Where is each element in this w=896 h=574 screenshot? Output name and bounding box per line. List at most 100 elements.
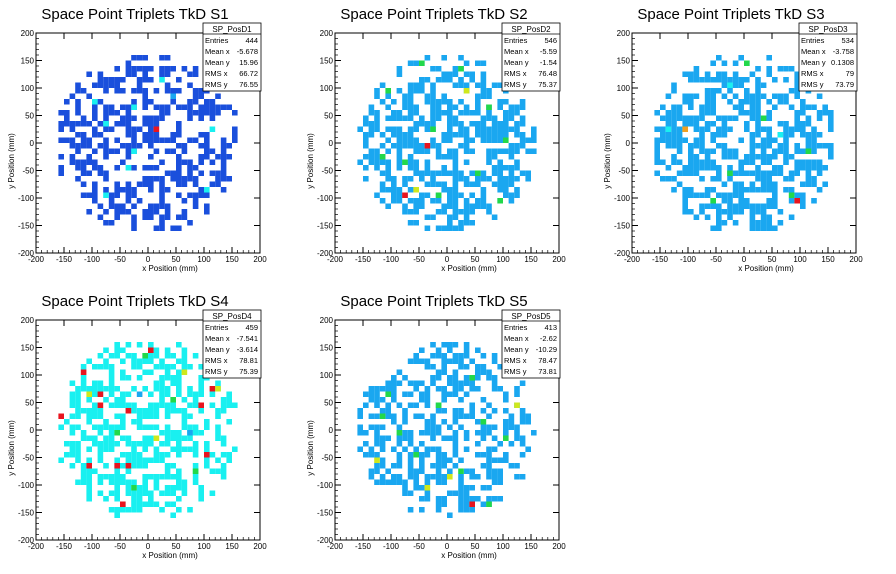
histogram-bin [772, 225, 778, 231]
histogram-bin [430, 446, 436, 452]
histogram-bin [716, 203, 722, 209]
histogram-bin [447, 214, 453, 220]
histogram-bin [86, 159, 92, 165]
histogram-bin [447, 375, 453, 381]
histogram-bin [181, 181, 188, 187]
histogram-bin [385, 468, 391, 474]
histogram-bin [103, 397, 109, 403]
histogram-bin [811, 176, 817, 182]
histogram-bin [463, 143, 470, 149]
histogram-bin [396, 198, 403, 204]
histogram-bin [391, 126, 397, 132]
histogram-bin [491, 126, 498, 132]
histogram-bin [114, 496, 120, 502]
histogram-bin [435, 110, 442, 116]
histogram-bin [716, 209, 722, 215]
histogram-bin [187, 220, 193, 226]
histogram-bin [682, 170, 688, 176]
histogram-bin [419, 441, 425, 447]
histogram-bin [187, 176, 193, 182]
histogram-bin [458, 496, 464, 502]
histogram-bin [816, 132, 823, 138]
histogram-bin [86, 490, 92, 496]
histogram-bin [766, 181, 772, 187]
stats-value: -1.54 [540, 58, 557, 67]
histogram-bin [80, 159, 87, 165]
histogram-bin [727, 209, 733, 215]
histogram-bin [688, 115, 694, 121]
histogram-bin [430, 104, 436, 110]
histogram-bin [452, 386, 459, 392]
histogram-bin [136, 496, 143, 502]
histogram-bin [811, 198, 817, 204]
histogram-bin [97, 353, 104, 359]
histogram-bin [170, 176, 176, 182]
histogram-bin [469, 71, 475, 77]
histogram-bin [159, 203, 165, 209]
histogram-bin [693, 93, 700, 99]
histogram-bin [430, 176, 436, 182]
histogram-bin [402, 209, 408, 215]
histogram-bin [170, 430, 176, 436]
histogram-bin [170, 402, 176, 408]
histogram-bin [204, 424, 210, 430]
histogram-bin [699, 148, 705, 154]
histogram-bin [491, 132, 498, 138]
histogram-bin [458, 77, 464, 83]
histogram-bin [676, 143, 683, 149]
y-tick-label: -150 [18, 509, 35, 518]
histogram-bin [491, 380, 498, 386]
histogram-bin [755, 121, 761, 127]
histogram-bin [220, 143, 227, 149]
histogram-bin [136, 452, 143, 458]
histogram-bin [755, 110, 761, 116]
histogram-bin [407, 507, 414, 513]
histogram-bin [407, 115, 414, 121]
histogram-bin [458, 501, 464, 507]
histogram-bin [92, 181, 98, 187]
histogram-bin [396, 441, 403, 447]
histogram-bin [148, 441, 154, 447]
histogram-bin [716, 220, 722, 226]
histogram-bin [419, 347, 425, 353]
histogram-bin [385, 126, 391, 132]
histogram-bin [64, 441, 70, 447]
histogram-bin [220, 104, 227, 110]
histogram-bin [788, 214, 795, 220]
histogram-bin [374, 165, 380, 171]
histogram-bin [86, 93, 92, 99]
histogram-bin [170, 137, 176, 143]
histogram-bin [710, 132, 716, 138]
histogram-bin [379, 463, 386, 469]
histogram-bin [153, 380, 160, 386]
histogram-bin [153, 413, 160, 419]
histogram-bin [192, 71, 199, 77]
histogram-bin [704, 77, 711, 83]
histogram-bin [486, 209, 492, 215]
histogram-bin [744, 77, 750, 83]
histogram-bin [136, 88, 143, 94]
histogram-bin [749, 225, 756, 231]
histogram-bin [755, 187, 761, 193]
histogram-bin [170, 490, 176, 496]
histogram-bin [469, 137, 475, 143]
histogram-bin [811, 165, 817, 171]
histogram-bin [92, 82, 98, 88]
histogram-bin [159, 198, 165, 204]
histogram-bin [716, 225, 722, 231]
histogram-panel: Space Point Triplets TkD S2-200 -150 -100-… [306, 6, 566, 273]
histogram-bin [75, 110, 81, 116]
histogram-bin [491, 353, 498, 359]
histogram-bin [192, 181, 199, 187]
histogram-bin [75, 176, 81, 182]
histogram-bin [125, 110, 132, 116]
histogram-bin [665, 121, 672, 127]
histogram-bin [480, 82, 487, 88]
histogram-bin [181, 214, 188, 220]
histogram-bin [232, 126, 238, 132]
histogram-bin [108, 369, 115, 375]
histogram-bin [452, 419, 459, 425]
histogram-bin [80, 408, 87, 414]
histogram-bin [822, 165, 828, 171]
histogram-bin [103, 104, 109, 110]
